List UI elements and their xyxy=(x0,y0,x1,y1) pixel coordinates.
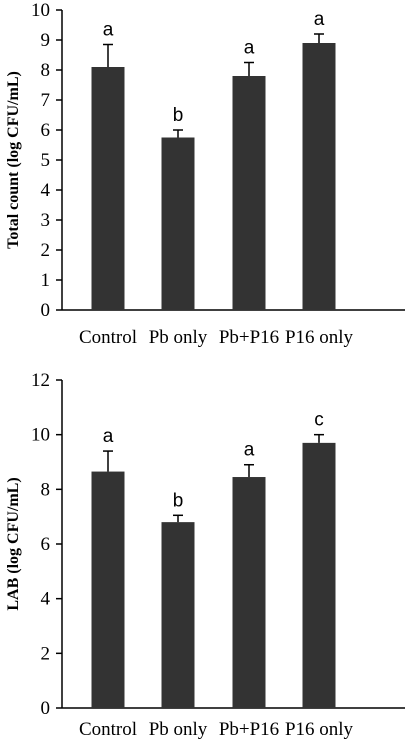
x-tick-label: Pb only xyxy=(149,327,208,348)
y-tick-label: 1 xyxy=(41,270,51,291)
x-tick-label: Pb+P16 xyxy=(219,327,279,348)
y-tick-label: 9 xyxy=(41,30,51,51)
y-tick-label: 10 xyxy=(31,425,50,446)
significance-label: b xyxy=(173,490,184,511)
x-tick-label: Pb only xyxy=(149,719,208,740)
bar xyxy=(91,471,125,708)
x-tick-label: P16 only xyxy=(285,327,354,348)
significance-label: a xyxy=(244,440,255,461)
y-tick-label: 8 xyxy=(41,479,51,500)
significance-label: a xyxy=(314,9,325,30)
bar xyxy=(302,43,336,310)
y-tick-label: 0 xyxy=(41,300,51,321)
x-tick-label: Control xyxy=(79,327,137,348)
significance-label: b xyxy=(173,105,184,126)
bar xyxy=(302,442,336,708)
bar xyxy=(161,522,195,708)
significance-label: a xyxy=(103,20,114,41)
y-tick-label: 2 xyxy=(41,240,51,261)
x-tick-label: Pb+P16 xyxy=(219,719,279,740)
bar xyxy=(232,477,266,708)
significance-label: c xyxy=(314,410,324,431)
y-tick-label: 0 xyxy=(41,698,51,719)
y-tick-label: 12 xyxy=(31,370,50,391)
y-tick-label: 8 xyxy=(41,60,51,81)
y-tick-label: 5 xyxy=(41,150,51,171)
significance-label: a xyxy=(103,426,114,447)
y-tick-label: 2 xyxy=(41,643,51,664)
y-tick-label: 4 xyxy=(41,589,51,610)
bar xyxy=(91,67,125,310)
bar xyxy=(232,76,266,310)
y-tick-label: 6 xyxy=(41,120,51,141)
y-tick-label: 4 xyxy=(41,180,51,201)
chart-1: 0 1 2 3 4 5 6 7 8 9 10 Total count (log CFU/mL) a Con… xyxy=(5,0,405,348)
x-tick-label: P16 only xyxy=(285,719,354,740)
y-axis-title: LAB (log CFU/mL) xyxy=(5,477,22,610)
significance-label: a xyxy=(244,38,255,59)
y-tick-label: 10 xyxy=(31,0,50,21)
y-axis-title: Total count (log CFU/mL) xyxy=(5,71,22,249)
chart-2: 0 2 4 6 8 10 12 LAB (log CFU/mL) a Control b Pb onl… xyxy=(5,370,405,740)
y-tick-label: 3 xyxy=(41,210,51,231)
y-tick-label: 7 xyxy=(41,90,51,111)
y-tick-label: 6 xyxy=(41,534,51,555)
bar xyxy=(161,137,195,310)
x-tick-label: Control xyxy=(79,719,137,740)
